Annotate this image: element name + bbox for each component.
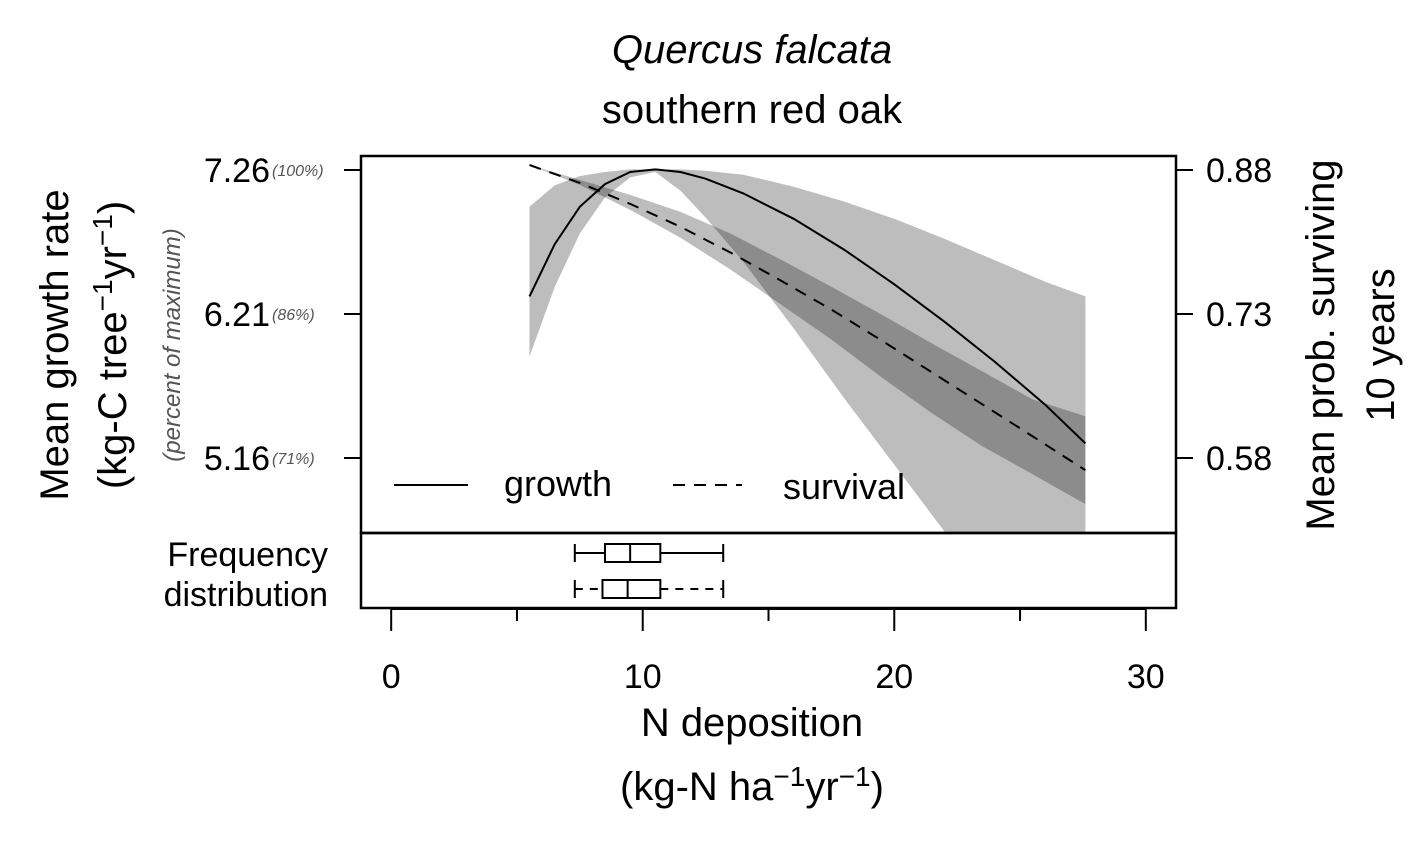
left-axis-title: Mean growth rate — [33, 189, 77, 500]
frequency-label-line1: Frequency — [167, 536, 328, 574]
plot-area — [528, 164, 1087, 533]
left-axis-note: (percent of maximum) — [159, 228, 186, 461]
left-tick-label-0: 7.26 — [204, 152, 270, 190]
right-axis: 0.88 0.73 0.58 — [1176, 152, 1272, 478]
boxplot-box — [601, 579, 662, 599]
left-axis: 7.26 6.21 5.16 (100%) (86%) (71%) — [204, 152, 361, 478]
right-tick-label-0: 0.88 — [1206, 152, 1272, 190]
legend-survival-label: survival — [783, 466, 905, 507]
left-tick-label-2: 5.16 — [204, 440, 270, 478]
left-tick-pct-0: (100%) — [272, 163, 324, 180]
right-axis-title-line1: Mean prob. surviving — [1299, 159, 1343, 530]
boxplot-box — [603, 543, 662, 563]
growth-line — [528, 168, 1087, 445]
chart-title-species: Quercus falcata — [612, 28, 892, 72]
x-axis-units: (kg-N ha−1yr−1) — [620, 761, 884, 809]
legend: growth survival — [394, 463, 905, 507]
right-tick-label-1: 0.73 — [1206, 296, 1272, 334]
left-tick-label-1: 6.21 — [204, 296, 270, 334]
growth-confidence-band — [529, 169, 1086, 533]
chart-title-common: southern red oak — [602, 88, 903, 132]
frequency-boxplots — [573, 543, 725, 599]
x-tick-label: 20 — [875, 658, 913, 696]
left-axis-units: (kg-C tree−1yr−1) — [87, 201, 135, 489]
left-tick-pct-2: (71%) — [272, 451, 315, 468]
x-tick-label: 30 — [1127, 658, 1165, 696]
frequency-label-line2: distribution — [164, 576, 328, 614]
left-tick-pct-1: (86%) — [272, 307, 315, 324]
x-axis-title: N deposition — [641, 701, 863, 745]
x-tick-label: 10 — [624, 658, 662, 696]
x-tick-label: 0 — [382, 658, 401, 696]
frequency-panel-frame — [359, 531, 1178, 610]
band-overlap-region — [529, 169, 1086, 505]
legend-growth-label: growth — [504, 463, 612, 504]
right-tick-label-2: 0.58 — [1206, 440, 1272, 478]
right-axis-title-line2: 10 years — [1359, 268, 1403, 421]
x-axis: 0 10 20 30 — [382, 608, 1165, 696]
